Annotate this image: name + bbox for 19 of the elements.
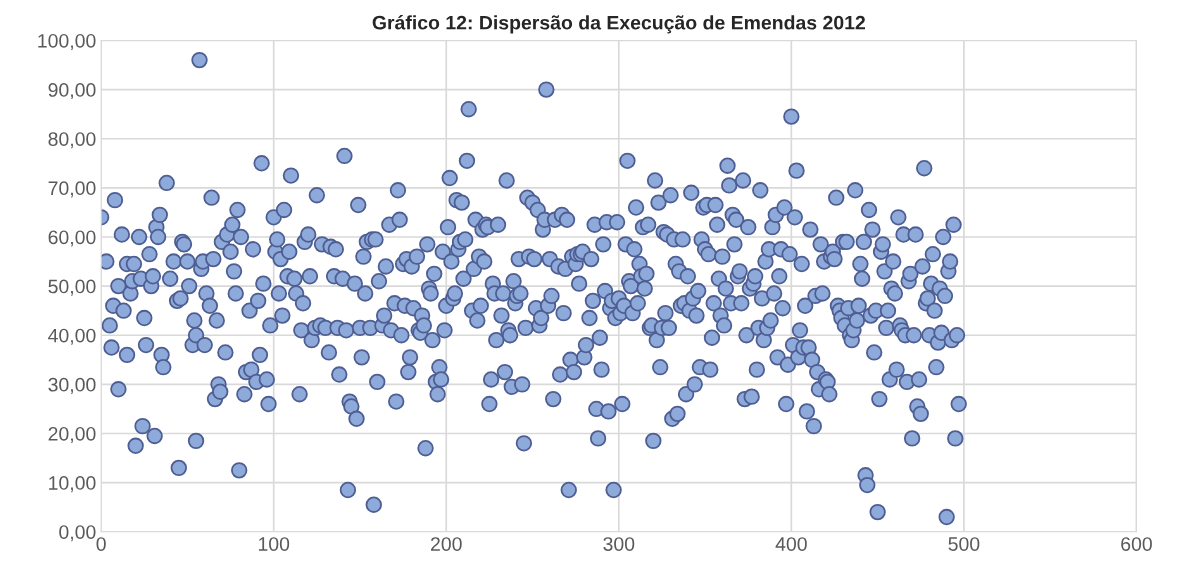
x-tick-label: 600 (1121, 537, 1152, 551)
y-tick-label: 20,00 (48, 426, 96, 444)
y-tick-label: 30,00 (48, 377, 96, 394)
y-tick-label: 40,00 (48, 328, 96, 345)
x-tick-label: 100 (258, 537, 290, 551)
y-tick-label: 60,00 (48, 230, 96, 247)
y-tick-label: 100,00 (38, 33, 96, 50)
y-tick-label: 70,00 (48, 181, 96, 198)
chart-title: Gráfico 12: Dispersão da Execução de Emendas 2012 (372, 15, 865, 34)
x-tick-label: 500 (948, 537, 980, 551)
y-tick-label: 50,00 (48, 279, 96, 296)
y-tick-label: 10,00 (49, 476, 96, 493)
y-tick-label: 0,00 (59, 525, 96, 542)
y-tick-label: 90,00 (48, 83, 96, 100)
x-tick-label: 400 (775, 537, 807, 551)
y-tick-label: 80,00 (48, 132, 96, 149)
x-tick-label: 200 (431, 537, 462, 551)
x-tick-label: 300 (603, 537, 635, 551)
x-tick-label: 0 (96, 537, 106, 551)
